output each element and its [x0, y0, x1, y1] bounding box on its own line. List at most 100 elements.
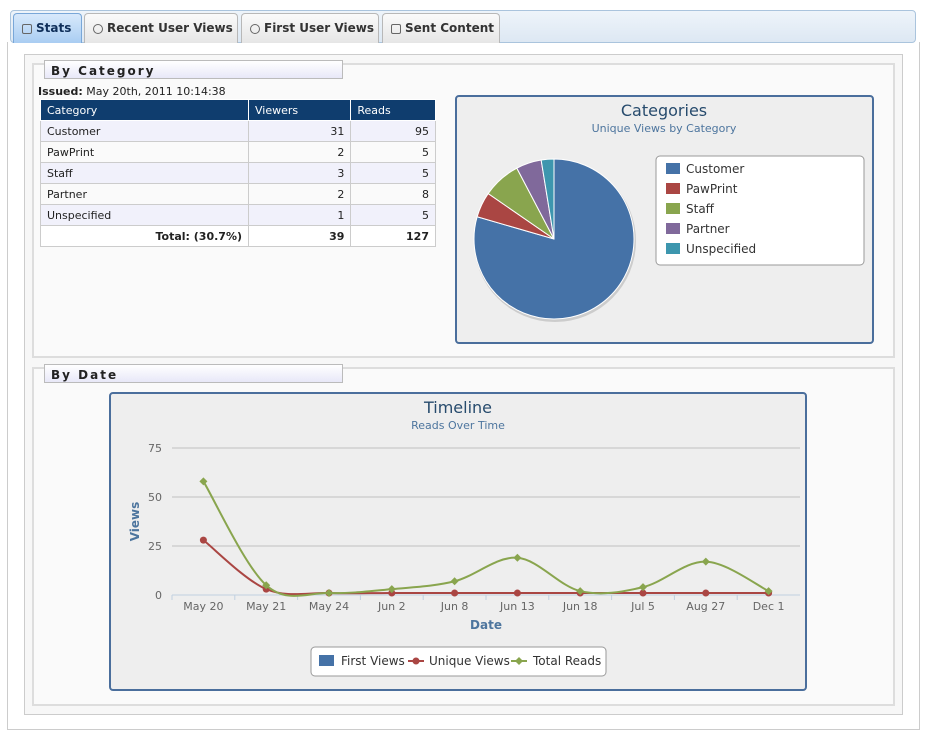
chart-title: Timeline: [423, 398, 492, 417]
x-tick-label: May 24: [309, 600, 349, 613]
point-marker: [387, 585, 396, 594]
point-marker: [702, 589, 710, 597]
issued-label: Issued:: [38, 85, 83, 98]
x-tick-label: May 20: [183, 600, 223, 613]
y-tick-label: 25: [148, 540, 162, 553]
point-marker: [199, 536, 207, 544]
table-cell: 1: [247, 204, 352, 226]
point-marker: [701, 557, 710, 566]
legend-label: Total Reads: [532, 654, 601, 668]
legend-swatch: [319, 655, 334, 666]
table-cell: 31: [247, 120, 352, 142]
point-marker: [639, 583, 647, 592]
point-marker: [513, 589, 521, 597]
tab-label: Recent User Views: [107, 21, 233, 35]
legend-swatch: [666, 203, 680, 214]
tab[interactable]: First User Views: [241, 13, 379, 43]
legend-label: PawPrint: [686, 182, 738, 196]
table-row: Unspecified 1 5: [40, 204, 436, 226]
table-cell: 5: [350, 141, 436, 163]
series-line: [202, 539, 769, 596]
y-axis-label: Views: [128, 502, 142, 542]
pie-slice: [540, 158, 555, 240]
x-tick-label: Aug 27: [686, 600, 725, 613]
legend-swatch: [666, 223, 680, 234]
point-marker: [764, 587, 773, 596]
line-panel: Timeline Reads Over Time 0 25 50 75 May 20 May …: [109, 392, 807, 691]
legend-marker: [515, 657, 523, 665]
total-cell: 127: [350, 225, 436, 247]
series-line: [202, 480, 770, 597]
legend-swatch: [666, 183, 680, 194]
point-marker: [513, 553, 522, 562]
legend-marker: [412, 657, 420, 665]
tab-label: Sent Content: [405, 21, 494, 35]
legend-box: [310, 646, 607, 677]
table-cell: Partner: [40, 183, 249, 205]
table-cell: 8: [350, 183, 436, 205]
point-marker: [451, 589, 459, 597]
x-tick-label: Jun 2: [377, 600, 406, 613]
tab-panel: [7, 42, 920, 730]
header-cell: Category: [40, 99, 249, 121]
table-row: Staff 3 5: [40, 162, 436, 184]
chart-title: Categories: [621, 101, 707, 120]
x-tick-label: May 21: [246, 600, 286, 613]
table-cell: Customer: [40, 120, 249, 142]
point-marker: [325, 589, 333, 598]
point-marker: [199, 477, 208, 486]
table-cell: 95: [350, 120, 436, 142]
legend-label: First Views: [341, 654, 405, 668]
x-tick-label: Jun 8: [440, 600, 469, 613]
tab[interactable]: Recent User Views: [84, 13, 238, 43]
legend-label: Unspecified: [686, 242, 756, 256]
point-marker: [576, 587, 585, 596]
header-cell: Reads: [350, 99, 436, 121]
line-chart: Timeline Reads Over Time 0 25 50 75 May 20 May …: [128, 398, 800, 677]
section-legend: By Category: [44, 60, 343, 79]
x-tick-label: Dec 1: [753, 600, 785, 613]
legend-swatch: [666, 163, 680, 174]
total-label: Total: (30.7%): [40, 225, 249, 247]
tab[interactable]: Stats: [13, 13, 82, 43]
x-axis-label: Date: [470, 618, 502, 632]
point-marker: [450, 577, 459, 586]
table-cell: Unspecified: [40, 204, 249, 226]
table-row: Customer 31 95: [40, 120, 436, 142]
legend-box: [655, 155, 865, 266]
y-tick-label: 50: [148, 491, 162, 504]
total-cell: 39: [247, 225, 352, 247]
tab-label: Stats: [36, 21, 72, 35]
chart-subtitle: Reads Over Time: [411, 419, 505, 432]
y-tick-label: 75: [148, 442, 162, 455]
table-cell: 2: [247, 183, 352, 205]
legend-label: Customer: [686, 162, 744, 176]
table-cell: PawPrint: [40, 141, 249, 163]
legend-swatch: [666, 243, 680, 254]
legend-label: Staff: [686, 202, 715, 216]
table-row: Partner 2 8: [40, 183, 436, 205]
point-marker: [639, 589, 647, 597]
table-cell: 5: [350, 162, 436, 184]
y-tick-label: 0: [155, 589, 162, 602]
tab[interactable]: Sent Content: [382, 13, 500, 43]
pie-chart: Categories Unique Views by Category Custom…: [473, 101, 865, 322]
x-tick-label: Jul 5: [630, 600, 655, 613]
x-tick-label: Jun 18: [562, 600, 598, 613]
table-row: PawPrint 2 5: [40, 141, 436, 163]
category-table: Category Viewers Reads Customer 31 95 PawPr…: [40, 99, 436, 247]
total-row: Total: (30.7%) 39 127: [40, 225, 436, 247]
legend-label: Unique Views: [429, 654, 510, 668]
table-cell: 3: [247, 162, 352, 184]
pie-panel: Categories Unique Views by Category Custom…: [455, 95, 874, 344]
issued: Issued: May 20th, 2011 10:14:38: [38, 85, 226, 98]
legend-label: Partner: [686, 222, 730, 236]
tab-label: First User Views: [264, 21, 374, 35]
header-row: Category Viewers Reads: [40, 99, 436, 121]
chart-subtitle: Unique Views by Category: [592, 122, 737, 135]
section-legend: By Date: [44, 364, 343, 383]
x-tick-label: Jun 13: [499, 600, 535, 613]
table-cell: 2: [247, 141, 352, 163]
point-marker: [262, 581, 271, 590]
